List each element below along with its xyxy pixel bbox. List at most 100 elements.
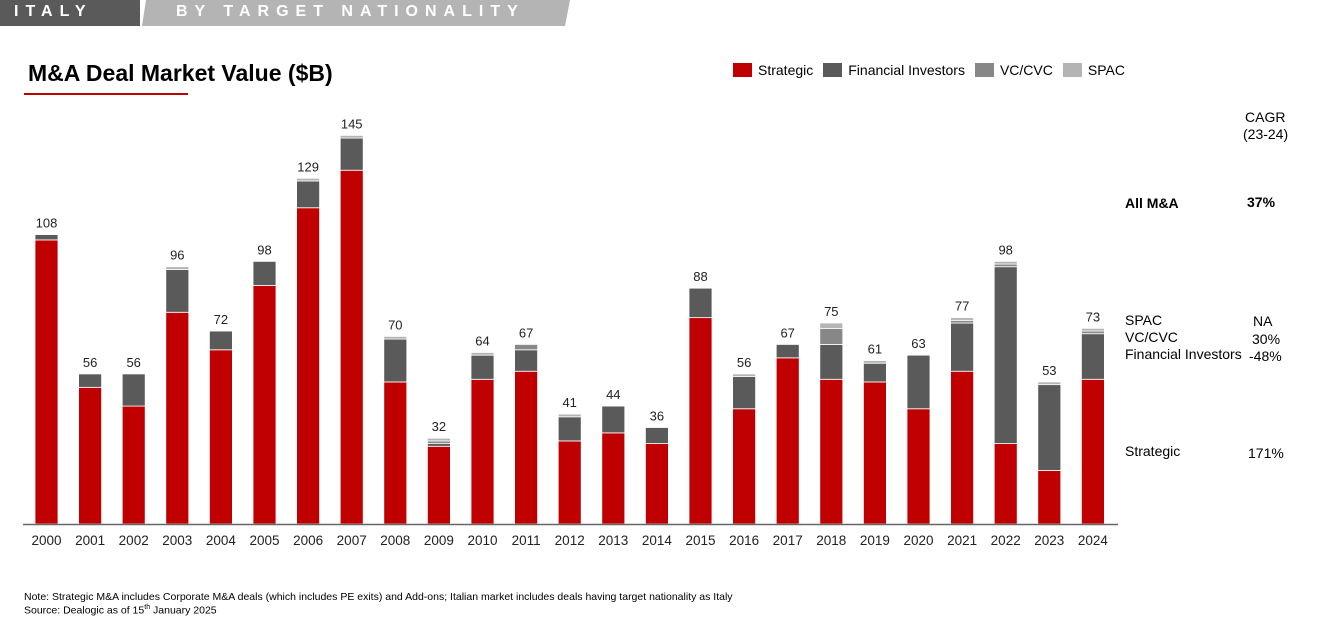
x-tick-label: 2023 [1034, 533, 1064, 548]
bar-segment-spac [1037, 381, 1062, 386]
source-text-end: January 2025 [150, 604, 217, 617]
data-label-total: 53 [1042, 363, 1056, 378]
x-tick-label: 2018 [816, 533, 846, 548]
x-tick-label: 2024 [1078, 533, 1109, 548]
bar-segment-financial-investors [819, 344, 844, 380]
bar-segment-strategic [165, 311, 190, 525]
bar-segment-financial-investors [1081, 333, 1105, 380]
data-label-total: 98 [998, 242, 1012, 257]
bar-segment-financial-investors [208, 330, 233, 351]
cagr-header: CAGR [1245, 109, 1286, 125]
legend-item-strategic: Strategic [733, 62, 813, 78]
x-tick-label: 2015 [685, 533, 715, 548]
bar-segment-strategic [1037, 469, 1062, 525]
x-tick-label: 2010 [467, 533, 497, 548]
bar-segment-spac [863, 360, 887, 364]
bar-segment-financial-investors [863, 362, 887, 383]
bar-segment-strategic [208, 349, 233, 525]
banner-section: ITALY [0, 0, 140, 26]
bar-segment-financial-investors [426, 443, 451, 447]
x-tick-label: 2005 [249, 533, 279, 548]
bar-segment-financial-investors [252, 260, 277, 286]
cagr-label-spac: SPAC [1125, 312, 1163, 328]
legend-label: SPAC [1087, 62, 1125, 78]
x-tick-label: 2004 [206, 533, 237, 548]
bar-segment-strategic [34, 239, 59, 525]
legend-swatch [733, 63, 752, 77]
x-tick-label: 2008 [380, 533, 410, 548]
bar-segment-vc-cvc [993, 263, 1018, 268]
legend-label: Strategic [758, 62, 814, 78]
cagr-value-spac: NA [1253, 313, 1273, 329]
cagr-label-vc: VC/CVC [1125, 329, 1178, 345]
data-label-total: 63 [911, 336, 925, 351]
bar-segment-strategic [1081, 378, 1105, 525]
title-underline [24, 93, 188, 95]
bar-segment-vc-cvc [514, 344, 538, 351]
x-tick-label: 2019 [860, 533, 890, 548]
x-tick-label: 2020 [903, 533, 933, 548]
x-tick-label: 2012 [555, 533, 585, 548]
cagr-value-vc: 30% [1252, 331, 1281, 347]
bar-segment-strategic [121, 405, 146, 525]
bar-segment-spac [732, 373, 756, 378]
x-tick-label: 2021 [947, 533, 977, 548]
bar-segment-strategic [732, 408, 756, 525]
data-label-total: 64 [475, 333, 489, 348]
x-tick-label: 2000 [31, 533, 61, 548]
bar-segment-strategic [775, 357, 800, 525]
source-sup: th [144, 604, 151, 611]
bar-segment-strategic [863, 381, 887, 525]
bar-segment-strategic [470, 378, 495, 525]
footnote: Note: Strategic M&A includes Corporate M… [24, 591, 733, 603]
bar-segment-strategic [296, 207, 321, 525]
x-tick-label: 2007 [337, 533, 367, 548]
data-label-total: 73 [1086, 309, 1100, 324]
data-label-total: 67 [780, 325, 794, 340]
data-label-total: 41 [562, 395, 576, 410]
bar-segment-strategic [252, 285, 277, 525]
data-label-total: 44 [606, 387, 620, 402]
x-tick-label: 2011 [512, 533, 541, 548]
data-label-total: 129 [297, 159, 319, 174]
data-label-total: 77 [955, 299, 969, 314]
bar-segment-strategic [645, 443, 669, 525]
cagr-label-all: All M&A [1125, 195, 1179, 211]
bar-segment-strategic [557, 440, 582, 525]
bar-segment-spac [339, 134, 364, 139]
bar-segment-strategic [950, 370, 974, 525]
bar-segment-financial-investors [383, 338, 408, 383]
bar-segment-strategic [601, 432, 626, 525]
bar-segment-spac [819, 322, 844, 329]
data-label-total: 88 [693, 269, 707, 284]
bar-segment-financial-investors [732, 376, 756, 410]
bar-segment-vc-cvc [1081, 330, 1105, 335]
x-tick-label: 2003 [162, 533, 192, 548]
legend-swatch [1062, 63, 1082, 77]
bar-segment-vc-cvc [819, 327, 844, 345]
bar-segment-spac [426, 437, 451, 442]
bar-segment-spac [1081, 327, 1105, 332]
x-tick-label: 2022 [991, 533, 1021, 548]
x-tick-label: 2013 [598, 533, 628, 548]
cagr-value-all: 37% [1247, 194, 1276, 210]
bar-segment-financial-investors [78, 373, 102, 388]
data-label-total: 145 [341, 116, 363, 131]
x-tick-label: 2014 [642, 533, 673, 548]
banner-section-label: ITALY [14, 3, 93, 20]
source-note: Source: Dealogic as of 15th January 2025 [24, 604, 217, 617]
banner-subtitle: BY TARGET NATIONALITY [142, 0, 570, 26]
bar-segment-strategic [993, 443, 1018, 525]
data-label-total: 72 [214, 312, 228, 327]
bar-segment-financial-investors [906, 354, 931, 410]
data-label-total: 56 [83, 355, 97, 370]
bar-segment-financial-investors [688, 287, 713, 319]
data-label-total: 98 [257, 242, 271, 257]
bar-segment-financial-investors [1037, 384, 1062, 471]
data-label-total: 56 [126, 355, 140, 370]
data-label-total: 75 [824, 304, 838, 319]
bar-segment-strategic [906, 408, 931, 525]
bar-segment-spac [470, 352, 495, 356]
legend: Strategic Financial Investors VC/CVC SPA… [733, 62, 1135, 78]
